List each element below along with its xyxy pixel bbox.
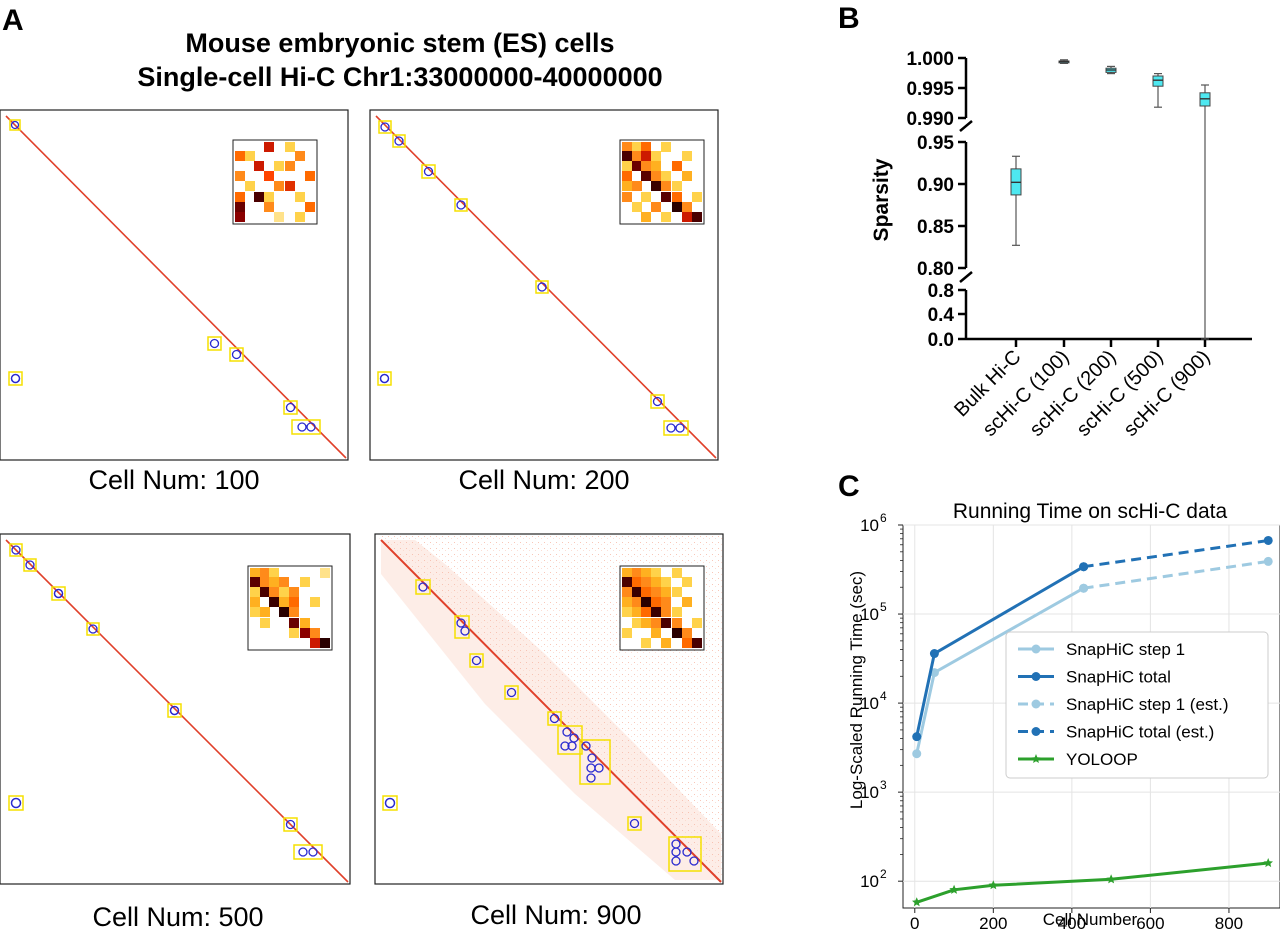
xtick-label: 200	[979, 914, 1007, 931]
box-body	[1152, 75, 1164, 87]
inset-matrix-900	[619, 565, 705, 651]
star-marker	[1031, 754, 1041, 763]
panel-c-letter: C	[838, 470, 860, 503]
panel-b-letter: B	[838, 2, 860, 35]
legend-box	[1005, 631, 1269, 779]
legend-marker	[1031, 699, 1041, 709]
ytick-label: 10	[860, 694, 879, 713]
star-marker	[988, 880, 999, 890]
star-marker	[1106, 874, 1116, 884]
heatmap-caption-200: Cell Num: 200	[458, 465, 630, 495]
panel-b-boxplot: Sparsity 1.000 0.995 0.990 0.95 0.90 0.8…	[870, 49, 1252, 441]
boxplot-boxes	[1010, 59, 1211, 340]
linechart-title: Running Time on scHi-C data	[953, 500, 1228, 523]
series-point	[929, 649, 939, 659]
legend-label: SnapHiC step 1 (est.)	[1066, 695, 1229, 714]
panel-a-letter: A	[2, 4, 24, 37]
legend-label: SnapHiC total	[1066, 668, 1171, 687]
ytick-label: 10	[860, 872, 879, 891]
tick-mid-0: 0.95	[917, 133, 954, 154]
panel-a-title-line1: Mouse embryonic stem (ES) cells	[185, 28, 615, 58]
tick-top-1: 0.995	[906, 79, 954, 100]
ytick-exponent: 5	[880, 600, 887, 614]
tick-top-2: 0.990	[906, 109, 954, 130]
series-point	[912, 732, 922, 742]
tick-mid-3: 0.80	[917, 259, 954, 280]
ytick-exponent: 2	[880, 867, 887, 881]
star-marker	[949, 884, 959, 894]
heatmap-caption-900: Cell Num: 900	[470, 900, 642, 930]
linechart-xticks: 0 200 400 600 800	[910, 908, 1243, 931]
ytick-label: 10	[860, 516, 879, 535]
panel-a-title-line2: Single-cell Hi-C Chr1:33000000-40000000	[137, 62, 663, 92]
legend-label: YOLOOP	[1066, 750, 1138, 769]
inset-matrix-100	[232, 139, 318, 225]
heatmap-caption-100: Cell Num: 100	[88, 465, 260, 495]
heatmap-cell-100	[0, 109, 349, 461]
tick-mid-1: 0.90	[917, 175, 954, 196]
linechart-xlabel: Cell Number	[1043, 910, 1138, 929]
inset-matrix-500	[247, 565, 333, 651]
linechart-series	[912, 535, 1273, 907]
xtick-label: 0	[910, 914, 919, 931]
legend-marker	[1031, 644, 1041, 654]
boxplot-ylabel: Sparsity	[870, 158, 893, 241]
series-point	[1079, 562, 1089, 572]
ytick-label: 10	[860, 605, 879, 624]
tick-bot-0: 0.8	[928, 281, 954, 302]
boxplot-xticks	[1014, 339, 1207, 347]
xtick-label: 800	[1215, 914, 1243, 931]
ytick-exponent: 3	[880, 778, 887, 792]
legend-marker	[1031, 672, 1041, 681]
tick-bot-2: 0.0	[928, 330, 954, 351]
diagonal-line	[380, 539, 722, 883]
legend-label: SnapHiC total (est.)	[1066, 723, 1214, 742]
tick-bot-1: 0.4	[928, 305, 955, 326]
panel-a-heatmaps	[0, 109, 724, 885]
inset-matrix-200	[619, 139, 705, 225]
legend-marker	[1031, 727, 1041, 736]
heatmap-cell-200	[369, 109, 719, 461]
ytick-exponent: 4	[880, 689, 887, 703]
heatmap-caption-500: Cell Num: 500	[92, 902, 264, 932]
star-marker	[912, 897, 922, 907]
series-point	[1263, 535, 1273, 545]
series-point	[912, 749, 922, 759]
star-marker	[1263, 858, 1273, 868]
tick-mid-2: 0.85	[917, 217, 954, 238]
xtick-label: 600	[1136, 914, 1164, 931]
heatmap-cell-500	[0, 533, 351, 885]
xtick-label: 400	[1058, 914, 1086, 931]
tick-top-0: 1.000	[906, 49, 954, 70]
series-point	[1079, 583, 1089, 593]
panel-c-linechart: Running Time on scHi-C data Log-Scaled R…	[847, 500, 1280, 931]
ytick-exponent: 6	[880, 511, 887, 525]
linechart-legend: SnapHiC step 1 SnapHiC total SnapHiC step …	[1005, 631, 1269, 779]
legend-label: SnapHiC step 1	[1066, 640, 1185, 659]
linechart-ylabel: Log-Scaled Running Time (sec)	[847, 571, 866, 809]
ytick-label: 10	[860, 783, 879, 802]
series-point	[1263, 556, 1273, 566]
heatmap-cell-900	[374, 533, 724, 885]
diagonal-line	[5, 539, 349, 883]
